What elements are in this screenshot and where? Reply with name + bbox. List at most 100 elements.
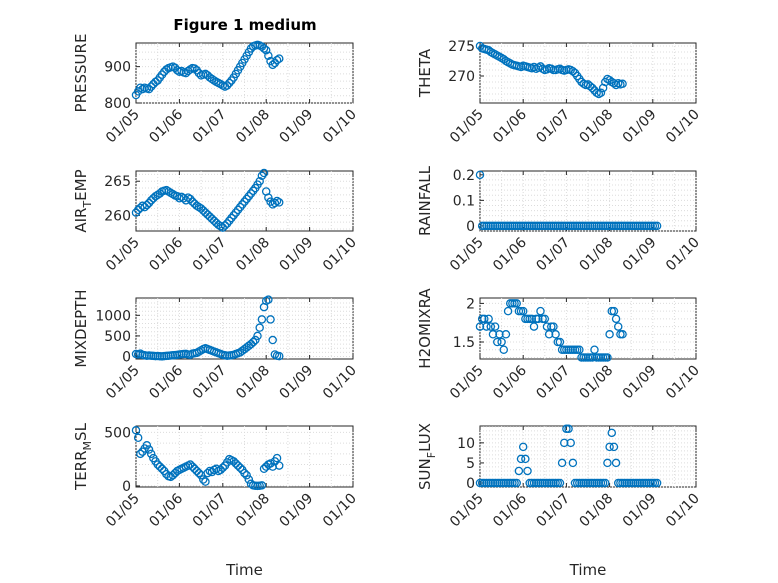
data-point <box>151 77 160 87</box>
data-point <box>618 79 627 89</box>
subplot-7: 0 500 01/05 01/06 01/07 01/08 01/09 01/10 TERRMS… <box>72 422 360 579</box>
x-tick-label: 01/08 <box>233 107 273 147</box>
data-point <box>216 465 225 475</box>
data-point <box>490 322 500 331</box>
data-point <box>514 466 524 476</box>
data-point <box>190 464 199 474</box>
data-point <box>523 466 532 476</box>
data-point <box>264 51 273 60</box>
x-tick-label: 01/07 <box>533 491 573 531</box>
grid <box>479 298 697 359</box>
y-tick-label: 500 <box>104 329 131 345</box>
data-point <box>611 458 621 468</box>
data-point <box>542 322 552 331</box>
data-point <box>251 335 260 345</box>
data-point <box>518 306 528 316</box>
y-tick-label: 0 <box>122 350 131 366</box>
series-points <box>131 168 284 232</box>
y-tick-label: 1000 <box>95 308 131 324</box>
data-point <box>164 187 173 196</box>
y-tick-label: 0.2 <box>453 168 475 184</box>
x-tick-label: 01/09 <box>620 107 660 147</box>
data-point <box>564 424 573 434</box>
data-point <box>259 168 269 178</box>
x-tick-label: 01/09 <box>620 491 660 531</box>
x-tick-label: 01/06 <box>146 490 186 530</box>
data-point <box>603 353 612 362</box>
x-tick-label: 01/09 <box>620 363 660 403</box>
data-point <box>480 314 489 324</box>
x-tick-label: 01/09 <box>277 107 317 147</box>
x-tick-label: 01/05 <box>447 363 487 403</box>
x-tick-label: 01/06 <box>146 106 186 146</box>
data-point <box>131 426 141 435</box>
data-point <box>601 478 610 488</box>
x-tick-label: 01/05 <box>103 363 143 403</box>
data-point <box>240 468 249 478</box>
data-point <box>255 176 264 186</box>
data-point <box>618 330 627 339</box>
series-points <box>131 295 284 361</box>
data-point <box>166 188 175 198</box>
y-axis-label: PRESSURE <box>72 34 90 113</box>
x-tick-label: 01/08 <box>233 491 273 531</box>
data-point <box>516 454 526 464</box>
data-point <box>185 460 195 469</box>
data-point <box>177 66 186 76</box>
data-point <box>190 64 199 73</box>
x-tick-label: 01/06 <box>490 362 530 402</box>
data-point <box>242 470 251 480</box>
data-point <box>235 463 245 472</box>
data-point <box>231 459 241 468</box>
data-point <box>201 477 210 486</box>
x-tick-label: 01/05 <box>447 491 487 531</box>
data-point <box>590 345 599 354</box>
subplot-5: 0 500 1000 01/05 01/06 01/07 01/08 01/09 01/10 MI… <box>72 289 360 402</box>
data-point <box>609 306 619 316</box>
data-point <box>248 337 258 347</box>
grid <box>135 426 354 487</box>
data-point <box>544 330 554 339</box>
data-point <box>559 438 569 448</box>
data-point <box>512 299 521 308</box>
data-point <box>585 81 595 91</box>
data-point <box>253 331 262 341</box>
subplot-4: 0 0.1 0.2 01/05 01/06 01/07 01/08 01/09 01/10 RAI… <box>416 165 703 274</box>
data-point <box>257 315 267 324</box>
data-point <box>588 83 597 93</box>
y-axis-label: SUNFLUX <box>416 423 438 490</box>
data-point <box>155 189 165 198</box>
subplot-8: 0 5 10 01/05 01/06 01/07 01/08 01/09 01/10 SUNFLU… <box>416 423 703 579</box>
data-point <box>188 462 197 471</box>
x-tick-label: 01/09 <box>277 363 317 403</box>
data-point <box>153 460 162 469</box>
data-point <box>497 337 506 347</box>
data-point <box>274 198 284 207</box>
data-point <box>142 200 152 210</box>
data-point <box>512 478 521 488</box>
series-points <box>131 426 284 491</box>
y-axis-label: H2OMIXRA <box>416 288 434 369</box>
data-point <box>168 470 178 480</box>
data-point <box>503 306 513 316</box>
data-point <box>151 191 160 201</box>
data-point <box>272 55 282 65</box>
data-point <box>244 475 254 484</box>
y-axis-label: AIRTEMP <box>72 169 94 232</box>
x-tick-label: 01/06 <box>490 490 530 530</box>
data-point <box>142 441 152 450</box>
x-tick-label: 01/07 <box>190 491 230 531</box>
y-axis-label: TERRMSL <box>72 422 94 491</box>
data-point <box>222 81 232 90</box>
x-tick-label: 01/07 <box>533 107 573 147</box>
y-tick-label: 270 <box>448 69 475 85</box>
data-point <box>270 198 280 208</box>
data-point <box>136 449 145 459</box>
y-tick-label: 0 <box>466 219 475 235</box>
data-point <box>568 458 578 468</box>
y-tick-label: 0 <box>122 479 131 495</box>
data-point <box>534 314 543 324</box>
x-tick-label: 01/07 <box>190 363 230 403</box>
data-point <box>605 330 614 339</box>
